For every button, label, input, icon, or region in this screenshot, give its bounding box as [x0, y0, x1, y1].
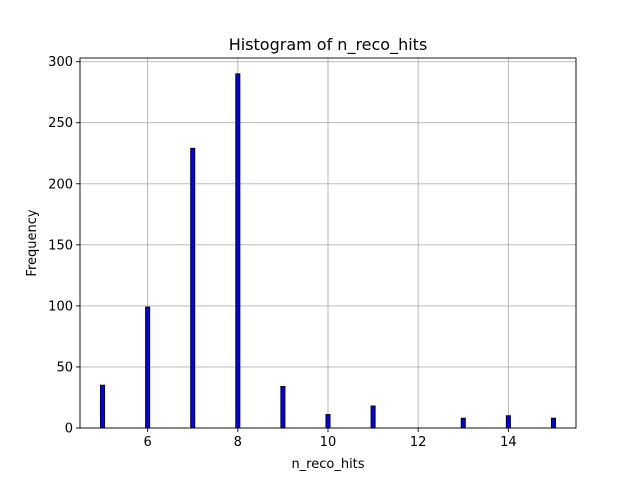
y-tick-label: 150 — [48, 238, 73, 253]
y-tick-label: 50 — [56, 360, 73, 375]
x-axis-title: n_reco_hits — [291, 457, 364, 472]
chart-title: Histogram of n_reco_hits — [229, 35, 428, 55]
y-axis-ticks: 0 50 100 150 200 250 300 — [48, 55, 80, 437]
y-axis-title: Frequency — [25, 209, 40, 276]
y-tick-label: 300 — [48, 55, 73, 70]
histogram-bar — [100, 384, 106, 429]
y-tick-label: 0 — [65, 422, 73, 437]
histogram-bar — [280, 385, 286, 429]
histogram-bar — [190, 147, 196, 429]
x-tick-label: 8 — [234, 435, 242, 450]
histogram-bar — [460, 417, 466, 429]
histogram-bar — [370, 405, 376, 429]
histogram-bar — [550, 417, 556, 429]
x-axis-ticks: 6 8 10 12 14 — [143, 428, 517, 450]
histogram-bar — [145, 306, 151, 429]
histogram-bar — [235, 73, 241, 429]
x-tick-label: 12 — [410, 435, 427, 450]
x-tick-label: 14 — [500, 435, 517, 450]
x-tick-label: 10 — [320, 435, 337, 450]
y-tick-label: 200 — [48, 177, 73, 192]
histogram-bar — [325, 414, 331, 429]
y-tick-label: 100 — [48, 299, 73, 314]
y-tick-label: 250 — [48, 116, 73, 131]
histogram-bar — [505, 415, 511, 429]
x-tick-label: 6 — [143, 435, 151, 450]
